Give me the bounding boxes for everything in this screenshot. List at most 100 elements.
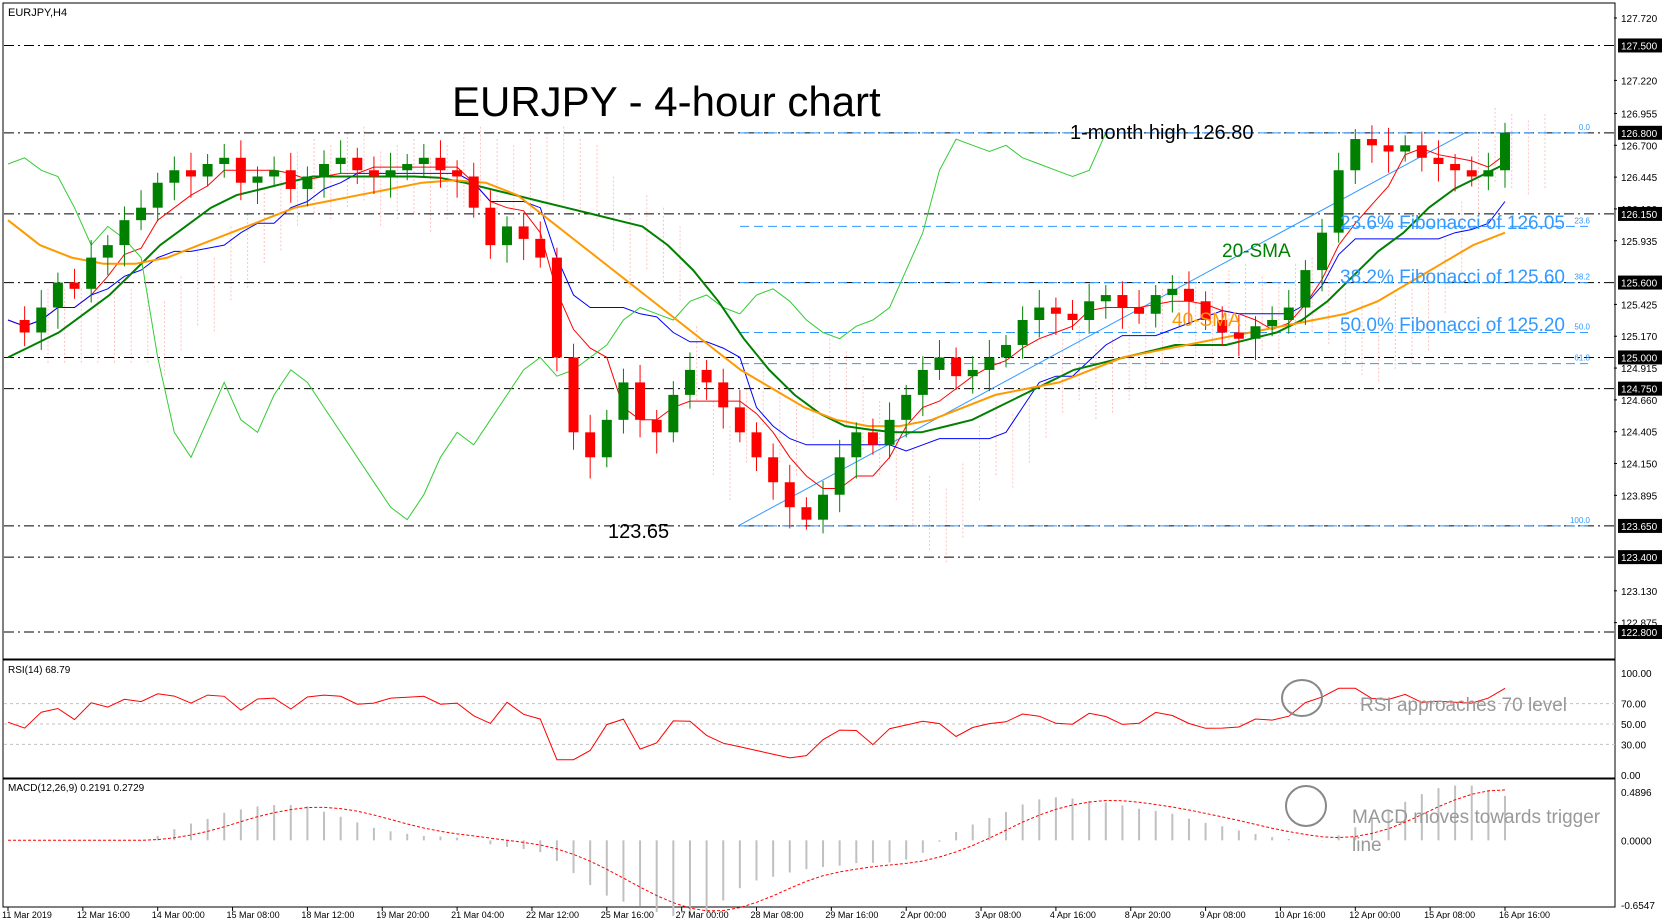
candle-body	[1283, 307, 1294, 321]
horizontal-levels: 0.0 23.6 38.2 50.0 61.8 100.0	[4, 44, 1617, 633]
symbol-label: EURJPY,H4	[8, 7, 67, 19]
candle-body	[818, 494, 829, 520]
rsi-label: RSI(14) 68.79	[8, 665, 71, 676]
time-tick-label: 15 Apr 08:00	[1424, 910, 1475, 919]
candle-body	[1267, 320, 1278, 327]
rsi-tick-label: 0.00	[1621, 771, 1641, 782]
candle-body	[1200, 301, 1211, 321]
fib-level-label: 0.0	[1579, 123, 1591, 132]
time-tick-label: 19 Mar 20:00	[376, 910, 429, 919]
candle-body	[19, 320, 30, 333]
candle-body	[202, 164, 213, 177]
price-tick-label: 124.405	[1621, 428, 1658, 439]
candle-body	[1366, 139, 1377, 146]
fib-trendline-line	[737, 132, 1466, 527]
candle-body	[169, 170, 180, 183]
candle-body	[901, 394, 912, 420]
candle-body	[352, 157, 363, 171]
price-tick-label: 126.700	[1621, 141, 1658, 152]
candle-body	[734, 407, 745, 433]
candle-body	[1100, 295, 1111, 302]
candlesticks	[19, 122, 1510, 534]
time-tick-label: 27 Mar 00:00	[676, 910, 729, 919]
rsi-note: RSI approaches 70 level	[1360, 695, 1567, 716]
chart-title: EURJPY - 4-hour chart	[452, 78, 881, 125]
price-level-label: 125.600	[1621, 279, 1658, 290]
candle-body	[601, 419, 612, 458]
low-annotation: 123.65	[608, 521, 669, 543]
candle-body	[934, 357, 945, 370]
kijun-sen-line	[7, 172, 1506, 452]
macd-label: MACD(12,26,9) 0.2191 0.2729	[8, 783, 145, 794]
price-tick-label: 123.895	[1621, 491, 1658, 502]
sma20-annotation: 20-SMA	[1222, 241, 1291, 262]
candle-body	[269, 170, 280, 177]
candle-body	[1034, 307, 1045, 321]
candle-body	[701, 369, 712, 383]
rsi-panel-frame	[2, 659, 1616, 779]
rsi-tick-label: 30.00	[1621, 740, 1646, 751]
candle-body	[1433, 157, 1444, 165]
candle-body	[1500, 132, 1510, 171]
candle-body	[618, 382, 629, 420]
macd-note-line1: MACD moves towards trigger	[1352, 807, 1601, 828]
price-tick-label: 124.150	[1621, 460, 1658, 471]
candle-body	[768, 457, 779, 483]
candle-body	[119, 220, 130, 246]
candle-body	[1001, 344, 1011, 358]
price-tick-label: 122.875	[1621, 619, 1658, 630]
candle-body	[1117, 295, 1128, 308]
candle-body	[435, 157, 446, 171]
candle-body	[1333, 170, 1344, 233]
candle-body	[884, 419, 895, 445]
candle-body	[784, 482, 795, 508]
sma40-line	[7, 179, 1506, 428]
price-level-box	[1618, 625, 1662, 639]
time-tick-label: 25 Mar 16:00	[601, 910, 654, 919]
rsi-tick-label: 50.00	[1621, 720, 1646, 731]
price-level-box	[1618, 125, 1662, 140]
candle-body	[967, 369, 978, 377]
price-level-box	[1618, 381, 1662, 396]
price-tick-label: 125.935	[1621, 237, 1658, 248]
price-level-label: 125.000	[1621, 353, 1658, 364]
price-tick-label: 127.720	[1621, 14, 1658, 25]
price-level-label: 123.650	[1621, 522, 1658, 533]
candle-body	[302, 176, 313, 189]
rsi-plot	[4, 687, 1617, 761]
time-tick-label: 9 Apr 08:00	[1200, 910, 1246, 919]
candle-body	[1300, 270, 1311, 308]
time-tick-label: 3 Apr 08:00	[975, 910, 1021, 919]
candle-body	[568, 357, 579, 433]
macd-panel-frame	[2, 778, 1616, 908]
candle-body	[418, 157, 429, 165]
candle-body	[1134, 307, 1145, 314]
candle-body	[951, 357, 962, 377]
candle-body	[834, 457, 845, 495]
candle-body	[252, 176, 263, 183]
candle-body	[136, 207, 147, 221]
price-tick-label: 124.660	[1621, 396, 1658, 407]
price-level-box	[1618, 550, 1662, 565]
candle-body	[551, 257, 562, 358]
price-tick-label: 123.130	[1621, 587, 1658, 598]
candle-body	[385, 170, 396, 177]
candle-body	[219, 157, 230, 165]
macd-signal-line	[8, 789, 1506, 912]
price-tick-label: 126.955	[1621, 109, 1658, 120]
candle-body	[984, 357, 995, 370]
candle-body	[1350, 139, 1361, 171]
candle-body	[1183, 288, 1194, 302]
candle-body	[635, 382, 646, 420]
candle-body	[668, 394, 679, 433]
time-tick-label: 21 Mar 04:00	[451, 910, 504, 919]
fib-level-label: 61.8	[1574, 354, 1590, 363]
chikou-span-line	[7, 132, 1107, 521]
fib-level-label: 38.2	[1574, 273, 1590, 282]
price-level-box	[1618, 38, 1662, 53]
macd-highlight-circle	[1285, 785, 1327, 827]
time-axis: 11 Mar 2019 12 Mar 16:00 14 Mar 00:00 15 Ma…	[2, 907, 1550, 919]
candle-body	[801, 507, 812, 520]
price-level-label: 122.800	[1621, 628, 1658, 639]
